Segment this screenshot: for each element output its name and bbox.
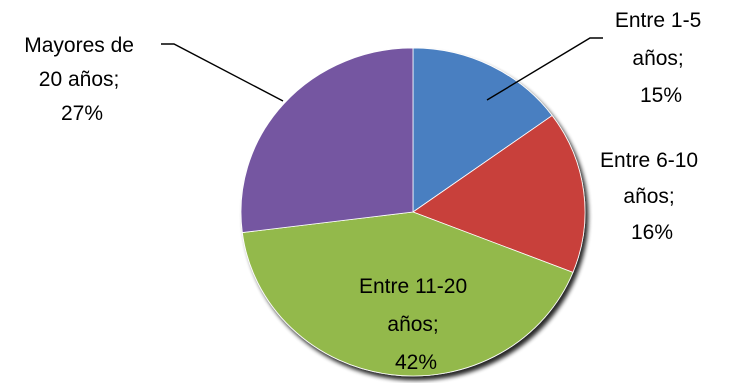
- slice-label-entre-6-10-value: 16%: [631, 221, 673, 244]
- slice-label-mayores-de-20: Mayores de 20 años; 27%: [24, 34, 140, 125]
- slice-label-mayores-de-20-value: 27%: [61, 102, 103, 125]
- slice-label-entre-11-20: Entre 11-20 años; 42%: [359, 275, 473, 374]
- slice-label-mayores-de-20-line2: 20 años;: [39, 68, 120, 91]
- pie-slice-entre-11-20: [241, 211, 574, 377]
- slice-label-entre-6-10-line1: Entre 6-10: [600, 149, 698, 172]
- slice-label-entre-1-5-line1: Entre 1-5: [615, 9, 701, 32]
- slice-label-entre-1-5-line2: años;: [632, 47, 683, 70]
- leader-line-slice-1: [486, 37, 603, 101]
- slice-label-entre-11-20-line1: Entre 11-20: [359, 275, 467, 298]
- leader-line-slice-4: [161, 43, 284, 102]
- slice-label-entre-6-10: Entre 6-10 años; 16%: [600, 149, 704, 244]
- pie-slice-entre-1-5: [412, 47, 553, 213]
- slice-label-entre-6-10-line2: años;: [623, 185, 674, 208]
- pie-slice-mayores-de-20: [240, 47, 414, 233]
- slice-label-entre-1-5: Entre 1-5 años; 15%: [615, 9, 707, 107]
- slice-label-mayores-de-20-line1: Mayores de: [24, 34, 134, 57]
- pie-slices: [240, 47, 586, 377]
- pie-slice-entre-6-10: [412, 115, 586, 273]
- slice-label-entre-11-20-value: 42%: [395, 351, 437, 374]
- slice-label-entre-11-20-line2: años;: [387, 313, 438, 336]
- slice-label-entre-1-5-value: 15%: [640, 84, 682, 107]
